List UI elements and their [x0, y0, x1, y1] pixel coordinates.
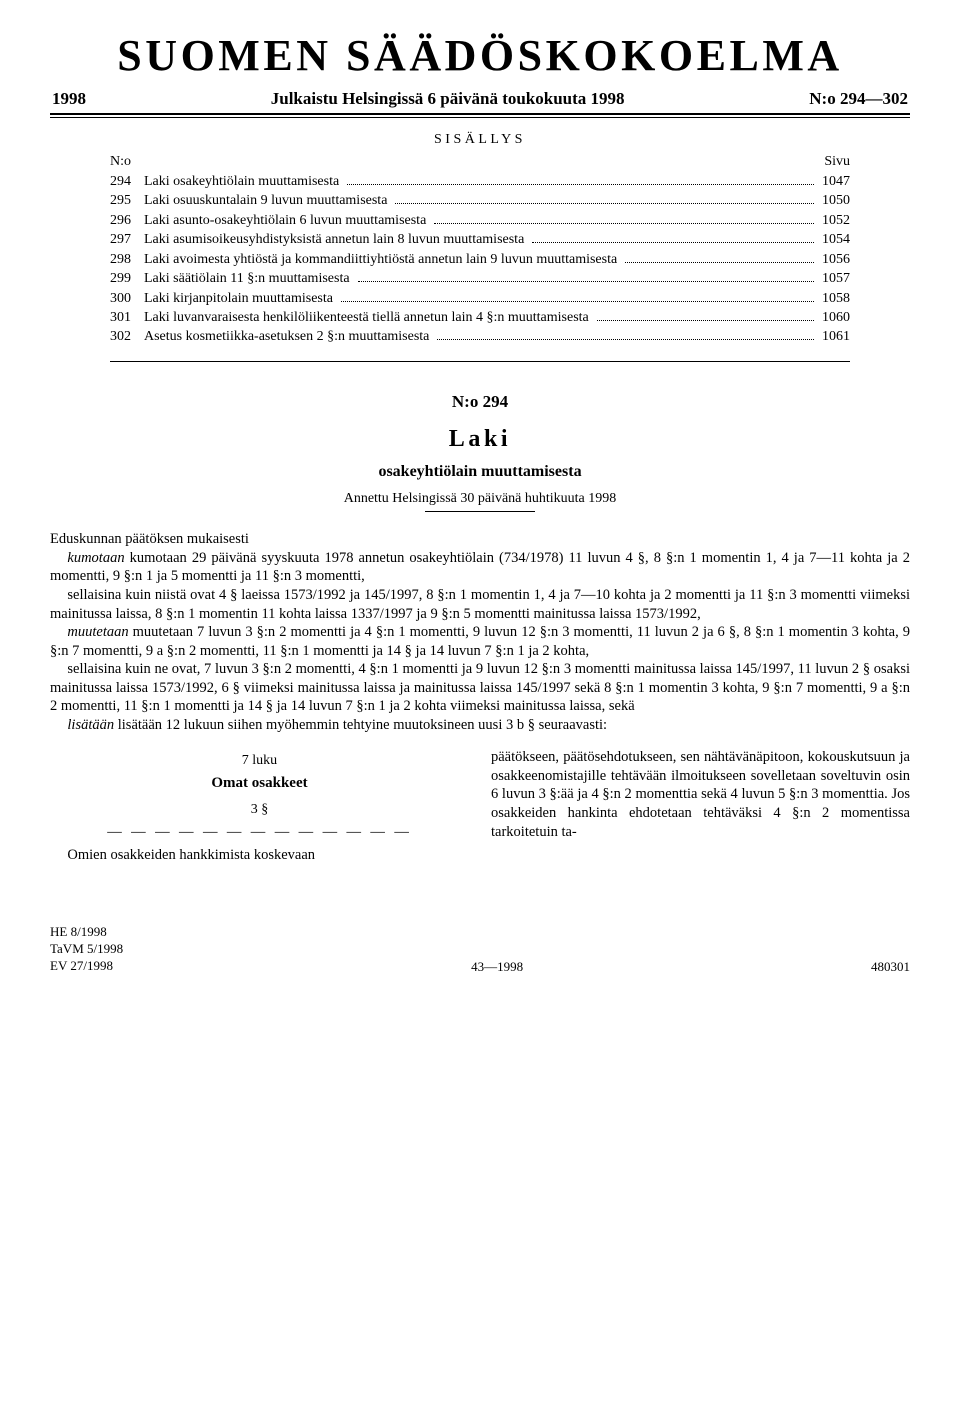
toc-page: 1056 [818, 251, 850, 270]
chapter-number: 7 luku [50, 752, 469, 770]
toc-no: 300 [110, 290, 144, 309]
rule-thick [50, 113, 910, 115]
footer-center: 43—1998 [471, 959, 523, 975]
footer-right: 480301 [871, 959, 910, 975]
section-number: 3 § [50, 801, 469, 819]
toc-page: 1060 [818, 309, 850, 328]
toc-header: N:o Sivu [110, 154, 850, 170]
toc-no: 301 [110, 309, 144, 328]
toc-label: Laki avoimesta yhtiöstä ja kommandiittiy… [144, 251, 621, 270]
toc-label: Laki osakeyhtiölain muuttamisesta [144, 173, 343, 192]
toc-leader [341, 289, 814, 302]
publication-year: 1998 [52, 89, 86, 109]
page-footer: HE 8/1998 TaVM 5/1998 EV 27/1998 43—1998… [50, 924, 910, 975]
toc-leader [597, 308, 814, 321]
toc-title: SISÄLLYS [110, 132, 850, 148]
toc-page: 1061 [818, 328, 850, 347]
toc-label: Laki säätiölain 11 §:n muuttamisesta [144, 270, 354, 289]
law-given-line: Annettu Helsingissä 30 päivänä huhtikuut… [50, 491, 910, 507]
toc-no: 295 [110, 192, 144, 211]
ellipsis-dashes: — — — — — — — — — — — — — [50, 823, 469, 842]
toc-page: 1050 [818, 192, 850, 211]
masthead-title: SUOMEN SÄÄDÖSKOKOELMA [50, 30, 910, 81]
toc-row: 301 Laki luvanvaraisesta henkilöliikente… [110, 308, 850, 327]
footer-refs: HE 8/1998 TaVM 5/1998 EV 27/1998 [50, 924, 123, 975]
toc-row: 296 Laki asunto-osakeyhtiölain 6 luvun m… [110, 211, 850, 230]
toc-leader [437, 328, 814, 341]
toc-label: Laki kirjanpitolain muuttamisesta [144, 290, 337, 309]
column-right: päätökseen, päätösehdotukseen, sen nähtä… [491, 748, 910, 864]
toc-no: 298 [110, 251, 144, 270]
two-column-region: 7 luku Omat osakkeet 3 § — — — — — — — —… [50, 748, 910, 864]
toc-label: Laki osuuskuntalain 9 luvun muuttamisest… [144, 192, 391, 211]
toc-leader [395, 191, 814, 204]
toc-head-page: Sivu [824, 154, 850, 170]
law-heading: Laki [50, 426, 910, 453]
toc-leader [347, 172, 814, 185]
body-lead: Eduskunnan päätöksen mukaisesti [50, 530, 910, 549]
enacting-text: Eduskunnan päätöksen mukaisesti kumotaan… [50, 530, 910, 734]
toc-head-no: N:o [110, 154, 131, 170]
toc-leader [358, 269, 814, 282]
issue-range: N:o 294—302 [809, 89, 908, 109]
left-column-para: Omien osakkeiden hankkimista koskevaan [50, 846, 469, 865]
toc-row: 302 Asetus kosmetiikka-asetuksen 2 §:n m… [110, 328, 850, 347]
law-subject: osakeyhtiölain muuttamisesta [50, 463, 910, 481]
toc-label: Laki luvanvaraisesta henkilöliikenteestä… [144, 309, 593, 328]
body-p2: sellaisina kuin niistä ovat 4 § laeissa … [50, 586, 910, 623]
footer-ref: TaVM 5/1998 [50, 941, 123, 958]
toc-leader [434, 211, 814, 224]
toc-row: 297 Laki asumisoikeusyhdistyksistä annet… [110, 230, 850, 249]
toc-page: 1052 [818, 212, 850, 231]
rule-thin [50, 117, 910, 118]
table-of-contents: SISÄLLYS N:o Sivu 294 Laki osakeyhtiölai… [50, 132, 910, 347]
toc-page: 1047 [818, 173, 850, 192]
toc-leader [532, 230, 814, 243]
toc-no: 299 [110, 270, 144, 289]
toc-label: Asetus kosmetiikka-asetuksen 2 §:n muutt… [144, 328, 433, 347]
toc-no: 297 [110, 231, 144, 250]
publication-subline: 1998 Julkaistu Helsingissä 6 päivänä tou… [50, 89, 910, 109]
column-left: 7 luku Omat osakkeet 3 § — — — — — — — —… [50, 748, 469, 864]
toc-page: 1058 [818, 290, 850, 309]
law-number: N:o 294 [50, 392, 910, 412]
chapter-heading: 7 luku Omat osakkeet [50, 752, 469, 793]
body-p1: kumotaan kumotaan 29 päivänä syyskuuta 1… [50, 549, 910, 586]
toc-row: 294 Laki osakeyhtiölain muuttamisesta 10… [110, 172, 850, 191]
body-p4: sellaisina kuin ne ovat, 7 luvun 3 §:n 2… [50, 660, 910, 716]
toc-row: 299 Laki säätiölain 11 §:n muuttamisesta… [110, 269, 850, 288]
toc-no: 296 [110, 212, 144, 231]
law-given-rule [425, 511, 535, 512]
body-p3: muutetaan muutetaan 7 luvun 3 §:n 2 mome… [50, 623, 910, 660]
footer-ref: HE 8/1998 [50, 924, 123, 941]
footer-ref: EV 27/1998 [50, 958, 123, 975]
toc-row: 300 Laki kirjanpitolain muuttamisesta 10… [110, 289, 850, 308]
toc-page: 1054 [818, 231, 850, 250]
right-column-para: päätökseen, päätösehdotukseen, sen nähtä… [491, 748, 910, 841]
toc-row: 298 Laki avoimesta yhtiöstä ja kommandii… [110, 250, 850, 269]
toc-row: 295 Laki osuuskuntalain 9 luvun muuttami… [110, 191, 850, 210]
rule-after-toc [110, 361, 850, 362]
toc-no: 302 [110, 328, 144, 347]
body-p5: lisätään lisätään 12 lukuun siihen myöhe… [50, 716, 910, 735]
chapter-name: Omat osakkeet [50, 774, 469, 793]
publication-date: Julkaistu Helsingissä 6 päivänä toukokuu… [271, 89, 625, 109]
toc-label: Laki asunto-osakeyhtiölain 6 luvun muutt… [144, 212, 430, 231]
toc-leader [625, 250, 814, 263]
toc-label: Laki asumisoikeusyhdistyksistä annetun l… [144, 231, 528, 250]
toc-no: 294 [110, 173, 144, 192]
toc-page: 1057 [818, 270, 850, 289]
